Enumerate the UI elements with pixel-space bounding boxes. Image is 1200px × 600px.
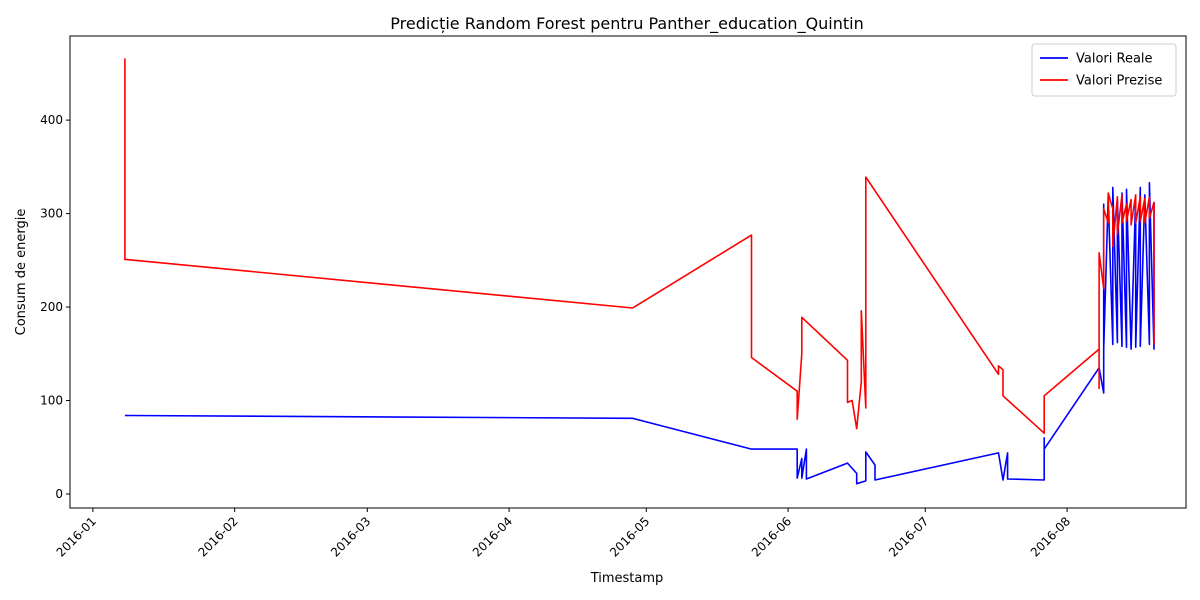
x-tick-label: 2016-05 [607,514,652,559]
chart-title: Predicție Random Forest pentru Panther_e… [390,14,864,34]
x-tick-label: 2016-02 [195,514,240,559]
y-tick-label: 300 [40,207,63,221]
y-tick-label: 400 [40,113,63,127]
plot-frame [69,35,1187,509]
series-layer [124,58,1155,485]
legend-label: Valori Prezise [1076,74,1162,89]
y-tick-label: 100 [40,394,63,408]
x-tick-label: 2016-06 [749,514,794,559]
legend-label: Valori Reale [1076,52,1153,67]
x-tick-label: 2016-07 [886,514,931,559]
y-tick-label: 0 [55,487,63,501]
series-line-1 [124,181,1155,485]
x-tick-label: 2016-01 [54,514,99,559]
x-tick-label: 2016-04 [470,514,515,559]
x-axis-label: Timestamp [590,571,664,586]
legend: Valori Reale Valori Prezise [1031,43,1177,97]
y-axis-ticks: 0 100 200 300 400 [40,113,70,501]
y-tick-label: 200 [40,300,63,314]
legend-box [1031,43,1177,97]
x-tick-label: 2016-08 [1028,514,1073,559]
x-tick-label: 2016-03 [328,514,373,559]
y-axis-label: Consum de energie [14,209,29,336]
x-axis-ticks: 2016-01 2016-02 2016-03 2016-04 2016-05 2016-… [54,508,1073,560]
series-line-2 [124,58,1155,435]
